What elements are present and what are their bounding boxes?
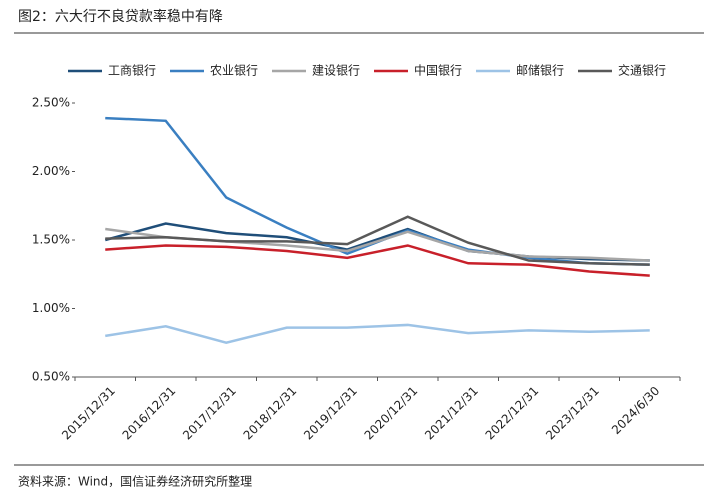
y-tick-label: 2.00% [32,164,70,178]
legend-label: 工商银行 [108,63,156,78]
series-line [105,323,650,345]
legend-label: 邮储银行 [516,63,564,78]
y-tick-label: 0.50% [32,370,70,384]
chart-title: 图2：六大行不良贷款率稳中有降 [18,8,223,25]
series-line [105,244,650,277]
series-line [105,215,650,266]
x-tick-label: 2020/12/31 [362,384,421,443]
y-tick-label: 2.50% [32,96,70,110]
x-tick-label: 2016/12/31 [120,384,179,443]
x-tick-label: 2015/12/31 [59,384,118,443]
x-tick-label: 2023/12/31 [543,384,602,443]
y-tick-label: 1.50% [32,233,70,247]
x-tick-label: 2022/12/31 [483,384,542,443]
x-tick-label: 2017/12/31 [180,384,239,443]
y-tick-label: 1.00% [32,301,70,315]
x-tick-label: 2019/12/31 [301,384,360,443]
x-tick-label: 2024/6/30 [609,384,662,437]
legend-label: 建设银行 [312,64,360,78]
source-note: 资料来源：Wind，国信证券经济研究所整理 [18,474,252,489]
legend-label: 交通银行 [618,63,666,78]
legend-label: 农业银行 [210,64,258,78]
legend-label: 中国银行 [414,63,462,78]
x-tick-label: 2018/12/31 [241,384,300,443]
x-tick-label: 2021/12/31 [422,384,481,443]
